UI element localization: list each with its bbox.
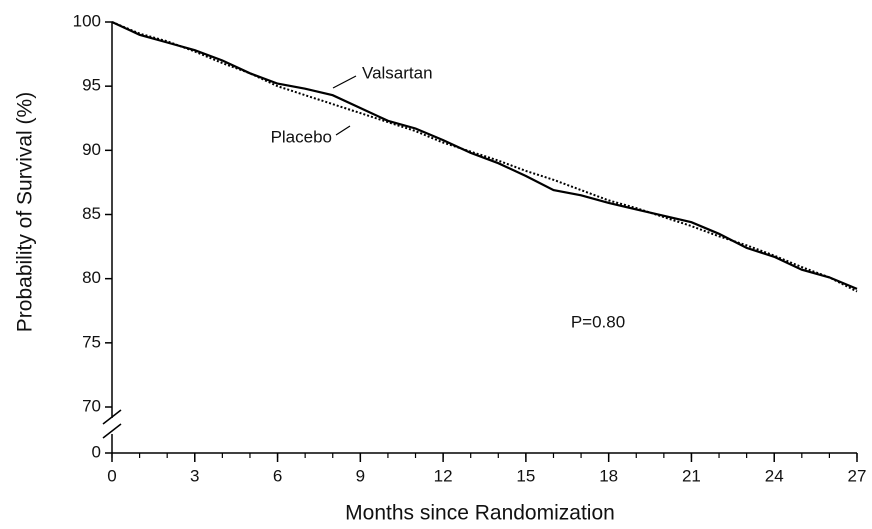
- y-axis-title: Probability of Survival (%): [14, 92, 37, 332]
- y-tick-label: 85: [82, 204, 101, 223]
- leader-line: [335, 125, 351, 136]
- x-tick-label: 9: [356, 466, 365, 485]
- survival-line: [111, 21, 858, 293]
- x-tick-label: 21: [682, 466, 701, 485]
- x-tick-label: 18: [599, 466, 618, 485]
- series-label: Placebo: [271, 127, 332, 146]
- x-tick-label: 15: [516, 466, 535, 485]
- x-tick-label: 6: [273, 466, 282, 485]
- y-tick-label: 75: [82, 332, 101, 351]
- axis-break: [102, 423, 122, 439]
- y-tick-label: 90: [82, 140, 101, 159]
- y-tick-label: 95: [82, 76, 101, 95]
- x-tick-label: 27: [848, 466, 867, 485]
- leader-line: [332, 75, 357, 89]
- axis-break: [102, 409, 122, 425]
- p-value-annotation: P=0.80: [571, 312, 625, 331]
- x-tick-label: 24: [765, 466, 784, 485]
- y-tick-label: 0: [92, 442, 101, 461]
- x-tick-label: 0: [107, 466, 116, 485]
- x-tick-label: 3: [190, 466, 199, 485]
- series-label: Valsartan: [362, 63, 433, 82]
- y-tick-label: 80: [82, 268, 101, 287]
- x-tick-label: 12: [434, 466, 453, 485]
- y-tick-label: 70: [82, 396, 101, 415]
- x-axis-title: Months since Randomization: [345, 502, 615, 525]
- y-tick-label: 100: [73, 11, 101, 30]
- survival-line: [111, 21, 858, 290]
